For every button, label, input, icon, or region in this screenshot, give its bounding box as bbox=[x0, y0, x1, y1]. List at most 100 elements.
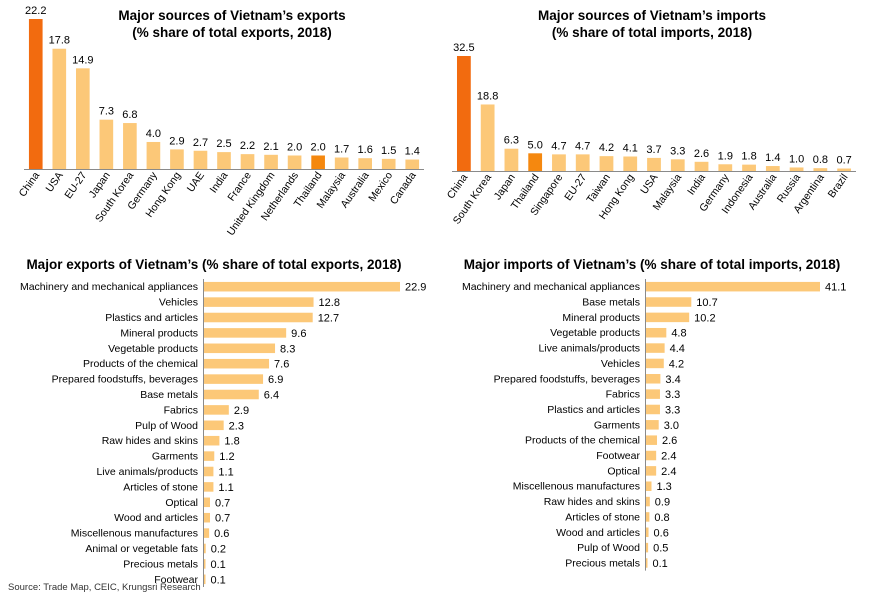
bar-precious-metals bbox=[646, 558, 648, 568]
data-label: 2.0 bbox=[310, 141, 325, 153]
category-label: Fabrics bbox=[164, 404, 198, 416]
data-label: 1.8 bbox=[224, 436, 239, 448]
bar-products-of-the-chemical bbox=[204, 358, 270, 369]
data-label: 17.8 bbox=[49, 35, 70, 47]
bar-hong-kong bbox=[623, 156, 638, 171]
bar-raw-hides-and-skins bbox=[204, 435, 220, 446]
data-label: 1.4 bbox=[765, 152, 780, 164]
data-label: 41.1 bbox=[825, 282, 846, 294]
data-label: 2.6 bbox=[694, 148, 709, 160]
bar-france bbox=[240, 154, 255, 169]
category-label: Precious metals bbox=[565, 557, 640, 569]
category-label: Footwear bbox=[154, 574, 198, 586]
category-label: Plastics and articles bbox=[547, 404, 640, 416]
bar-thailand bbox=[311, 155, 325, 169]
bar-pulp-of-wood bbox=[646, 542, 649, 553]
category-label: Precious metals bbox=[123, 558, 198, 570]
data-label: 6.8 bbox=[122, 109, 137, 121]
category-label: EU-27 bbox=[62, 170, 89, 201]
bar-malaysia bbox=[334, 157, 349, 169]
data-label: 2.9 bbox=[169, 135, 184, 147]
data-label: 5.0 bbox=[528, 139, 543, 151]
category-label: Wood and articles bbox=[114, 512, 198, 524]
data-label: 3.3 bbox=[665, 404, 680, 416]
bar-products-of-the-chemical bbox=[646, 435, 658, 445]
data-label: 2.1 bbox=[263, 141, 278, 153]
bar-fabrics bbox=[646, 389, 660, 399]
category-label: Vegetable products bbox=[108, 343, 198, 355]
category-label: Prepared foodstuffs, beverages bbox=[494, 373, 640, 385]
data-label: 4.7 bbox=[575, 140, 590, 152]
data-label: 4.2 bbox=[599, 142, 614, 154]
category-label: Plastics and articles bbox=[105, 312, 198, 324]
category-label: India bbox=[685, 172, 708, 198]
bar-hong-kong bbox=[170, 149, 184, 169]
data-label: 1.4 bbox=[405, 146, 420, 158]
bar-live-animals-products bbox=[204, 466, 214, 477]
exports-product-title: Major exports of Vietnam’s (% share of t… bbox=[26, 257, 401, 272]
data-label: 0.8 bbox=[654, 512, 669, 524]
bar-prepared-foodstuffs-beverages bbox=[646, 374, 661, 384]
bar-miscellenous-manufactures bbox=[204, 528, 210, 538]
data-label: 3.7 bbox=[646, 144, 661, 156]
category-label: Products of the chemical bbox=[525, 435, 640, 447]
category-label: Base metals bbox=[140, 389, 198, 401]
bar-uae bbox=[193, 150, 208, 169]
data-label: 0.8 bbox=[813, 154, 828, 166]
data-label: 1.1 bbox=[218, 482, 233, 494]
bar-eu-27 bbox=[575, 154, 590, 171]
category-label: Articles of stone bbox=[565, 511, 640, 523]
bar-australia bbox=[358, 158, 372, 169]
data-label: 2.3 bbox=[229, 420, 244, 432]
category-label: Machinery and mechanical appliances bbox=[20, 281, 198, 293]
category-label: Prepared foodstuffs, beverages bbox=[52, 374, 198, 386]
data-label: 0.7 bbox=[836, 155, 851, 167]
bar-optical bbox=[204, 497, 210, 508]
category-label: Mineral products bbox=[120, 327, 198, 339]
category-label: Miscellenous manufactures bbox=[71, 528, 198, 540]
exports-country-title-line1: Major sources of Vietnam’s exports bbox=[118, 8, 345, 23]
exports-country-title-line2: (% share of total exports, 2018) bbox=[132, 25, 332, 40]
data-label: 3.3 bbox=[670, 145, 685, 157]
data-label: 10.2 bbox=[694, 312, 715, 324]
data-label: 2.4 bbox=[661, 466, 676, 478]
data-label: 1.6 bbox=[358, 144, 373, 156]
bar-indonesia bbox=[742, 164, 756, 171]
category-label: Live animals/products bbox=[96, 466, 198, 478]
bar-fabrics bbox=[204, 405, 229, 415]
bar-footwear bbox=[646, 450, 657, 461]
data-label: 1.7 bbox=[334, 144, 349, 156]
data-label: 7.6 bbox=[274, 359, 289, 371]
bar-usa bbox=[52, 48, 67, 169]
category-label: India bbox=[208, 170, 231, 196]
bar-miscellenous-manufactures bbox=[646, 481, 652, 491]
data-label: 1.2 bbox=[219, 451, 234, 463]
category-label: Base metals bbox=[582, 297, 640, 309]
data-label: 1.1 bbox=[218, 467, 233, 479]
category-label: Pulp of Wood bbox=[135, 420, 198, 432]
data-label: 0.2 bbox=[211, 544, 226, 556]
bar-machinery-and-mechanical-appliances bbox=[204, 281, 400, 292]
bar-argentina bbox=[813, 168, 828, 171]
bar-south-korea bbox=[480, 104, 495, 171]
bar-singapore bbox=[552, 154, 566, 171]
data-label: 6.4 bbox=[264, 390, 279, 402]
data-label: 0.9 bbox=[655, 497, 670, 509]
data-label: 0.1 bbox=[211, 574, 226, 586]
data-label: 3.4 bbox=[665, 374, 680, 386]
bar-vegetable-products bbox=[646, 327, 667, 338]
data-label: 32.5 bbox=[453, 42, 474, 54]
category-label: Machinery and mechanical appliances bbox=[462, 281, 640, 293]
imports-country-title-line1: Major sources of Vietnam’s imports bbox=[538, 8, 766, 23]
bar-netherlands bbox=[287, 155, 302, 169]
bar-pulp-of-wood bbox=[204, 420, 224, 431]
category-label: Pulp of Wood bbox=[577, 542, 640, 554]
bar-germany bbox=[146, 141, 161, 169]
data-label: 10.7 bbox=[696, 297, 717, 309]
data-label: 2.6 bbox=[662, 435, 677, 447]
data-label: 12.8 bbox=[319, 297, 340, 309]
bar-mineral-products bbox=[204, 328, 287, 338]
bar-malaysia bbox=[670, 159, 685, 171]
